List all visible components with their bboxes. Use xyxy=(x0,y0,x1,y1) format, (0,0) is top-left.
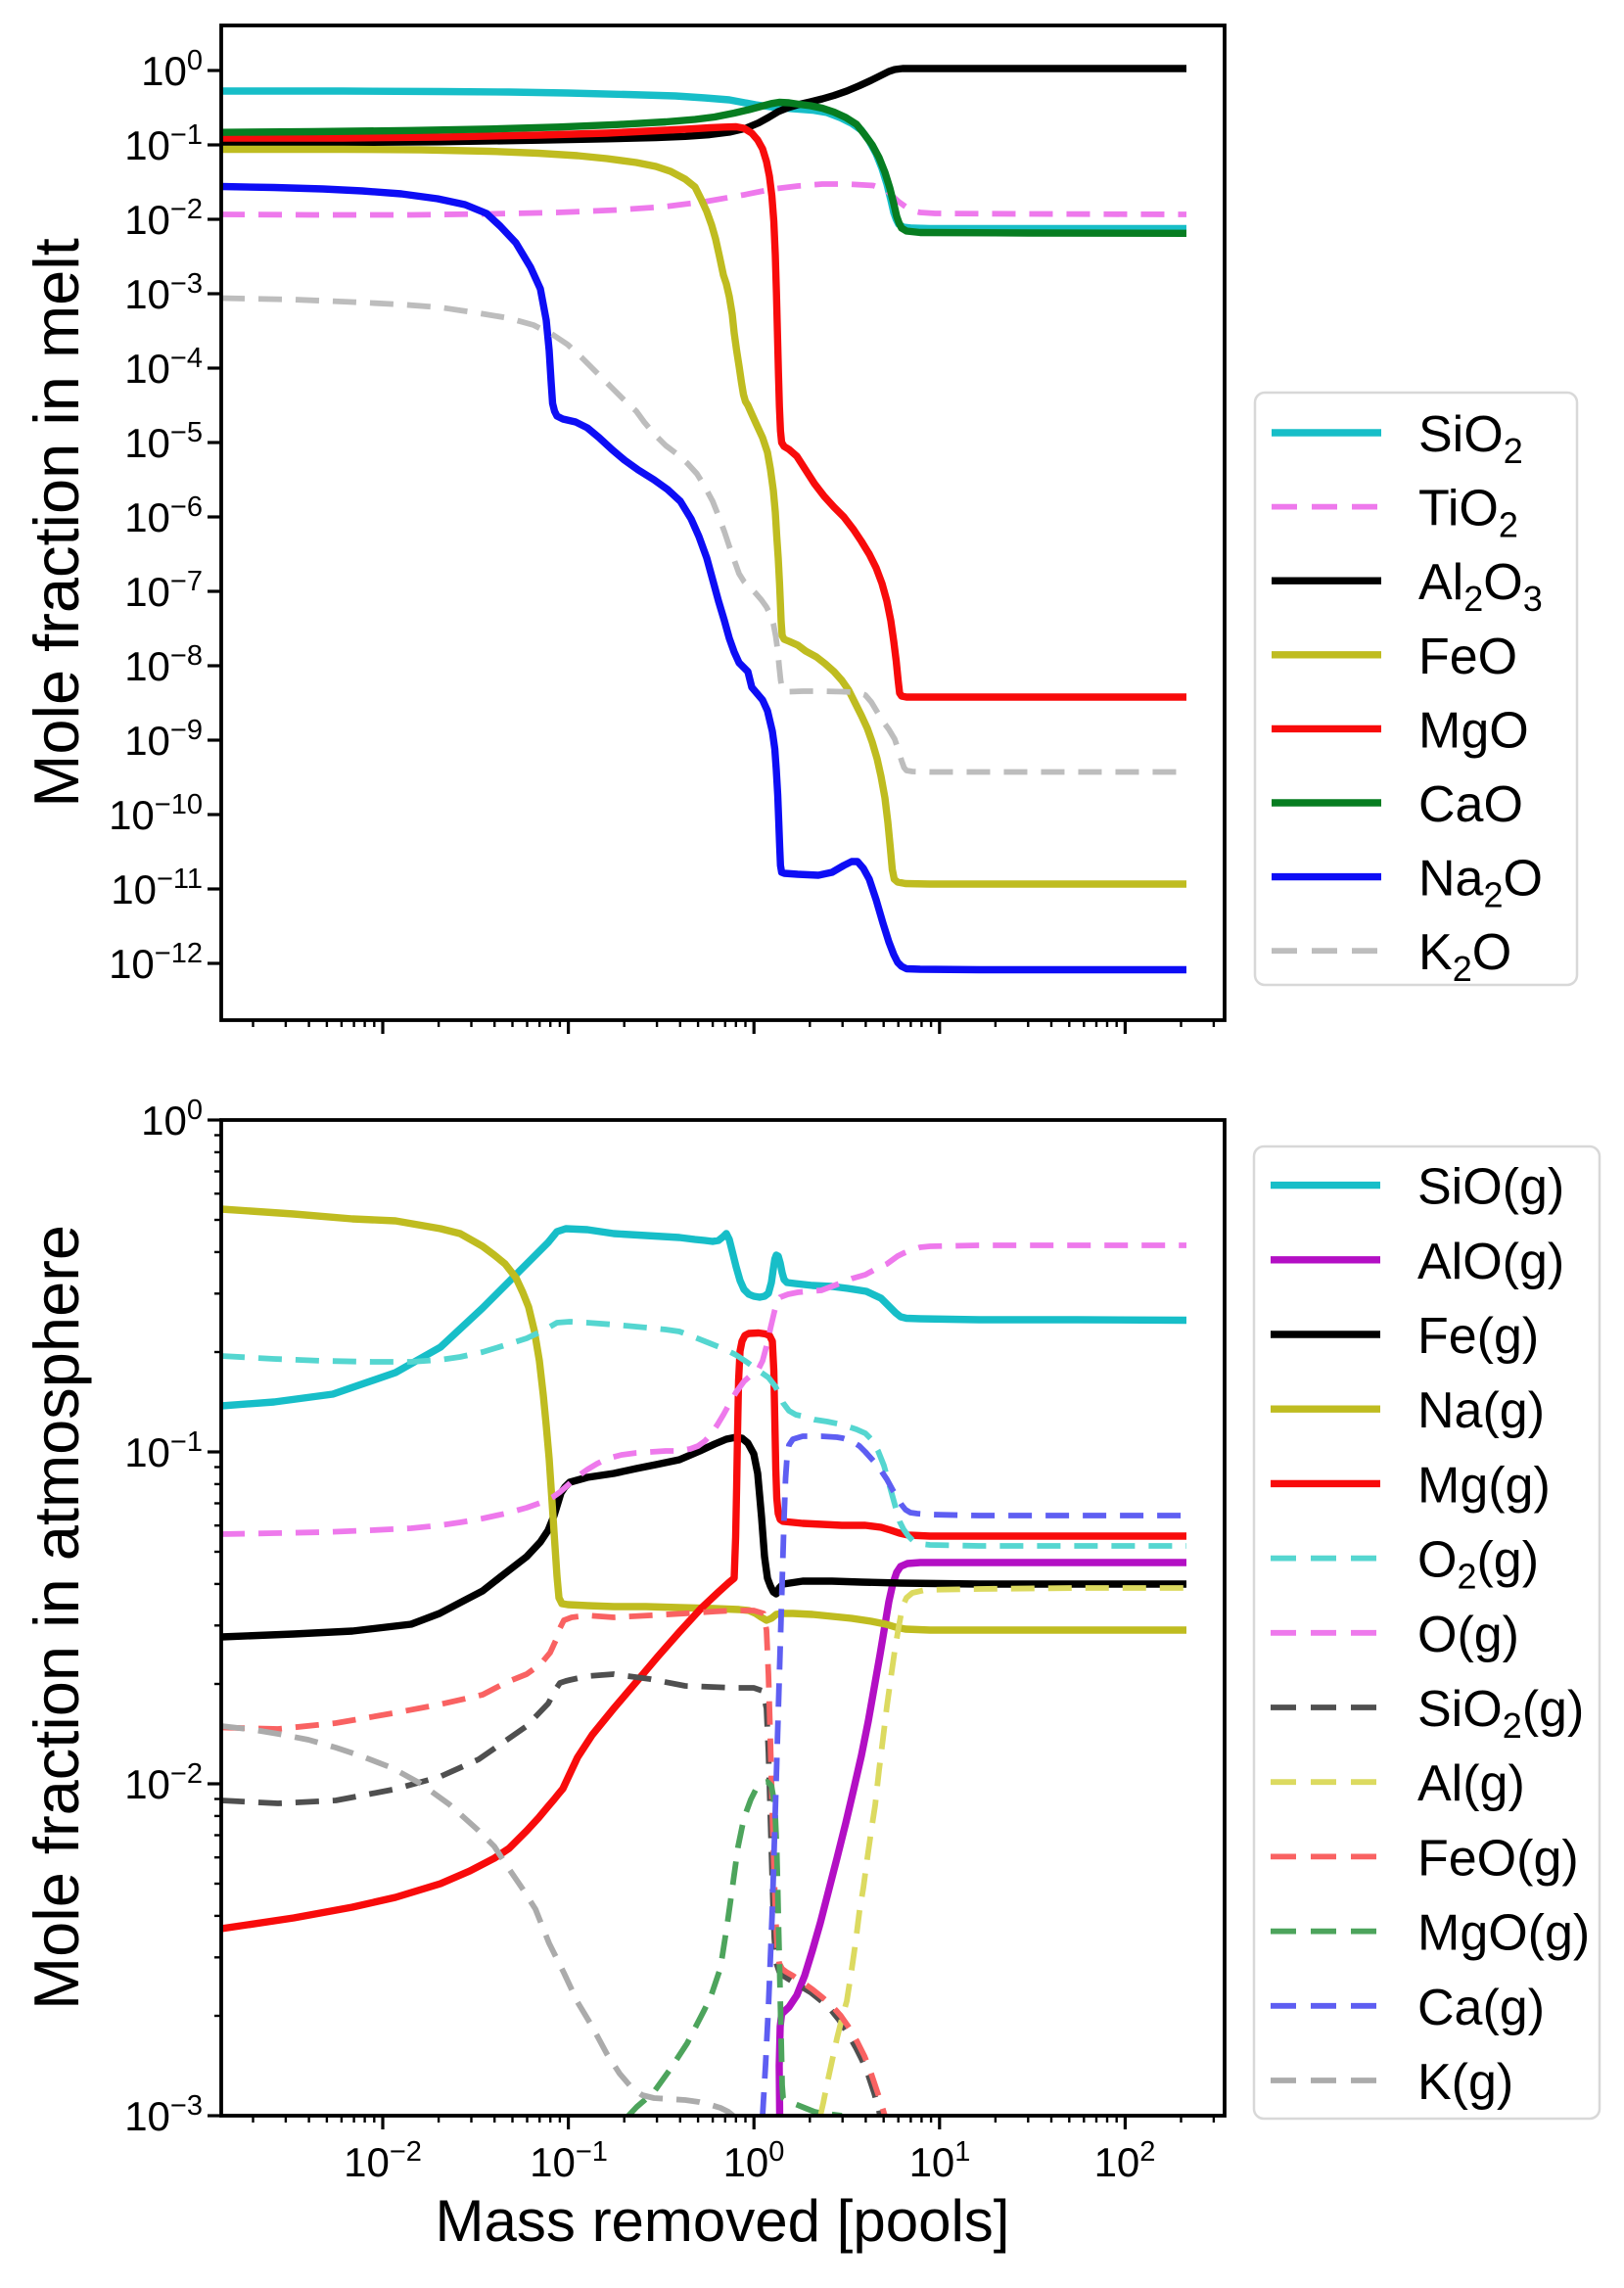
svg-text:Na2O: Na2O xyxy=(1418,851,1543,915)
svg-text:MgO: MgO xyxy=(1418,702,1529,759)
svg-text:CaO: CaO xyxy=(1418,776,1523,833)
svg-text:100: 100 xyxy=(141,1095,203,1144)
svg-text:Fe(g): Fe(g) xyxy=(1417,1308,1539,1365)
svg-text:Mole fraction in atmosphere: Mole fraction in atmosphere xyxy=(21,1225,92,2010)
svg-text:O2(g): O2(g) xyxy=(1417,1532,1539,1597)
svg-text:FeO(g): FeO(g) xyxy=(1417,1830,1579,1887)
svg-text:K(g): K(g) xyxy=(1417,2054,1513,2111)
svg-text:Na(g): Na(g) xyxy=(1417,1382,1545,1439)
svg-text:Ca(g): Ca(g) xyxy=(1417,1980,1545,2036)
svg-text:FeO: FeO xyxy=(1418,629,1517,685)
svg-text:Mole fraction in melt: Mole fraction in melt xyxy=(21,238,92,808)
svg-text:10−2: 10−2 xyxy=(124,1758,203,1807)
svg-text:SiO2(g): SiO2(g) xyxy=(1417,1681,1584,1746)
svg-text:100: 100 xyxy=(723,2136,785,2185)
svg-text:Mg(g): Mg(g) xyxy=(1417,1457,1551,1514)
svg-text:O(g): O(g) xyxy=(1417,1607,1519,1663)
svg-text:10−4: 10−4 xyxy=(124,343,203,392)
svg-text:Mass removed [pools]: Mass removed [pools] xyxy=(436,2188,1010,2254)
svg-text:MgO(g): MgO(g) xyxy=(1417,1905,1590,1962)
svg-text:AlO(g): AlO(g) xyxy=(1417,1234,1564,1290)
svg-text:Al(g): Al(g) xyxy=(1417,1755,1525,1812)
svg-text:SiO(g): SiO(g) xyxy=(1417,1159,1564,1216)
